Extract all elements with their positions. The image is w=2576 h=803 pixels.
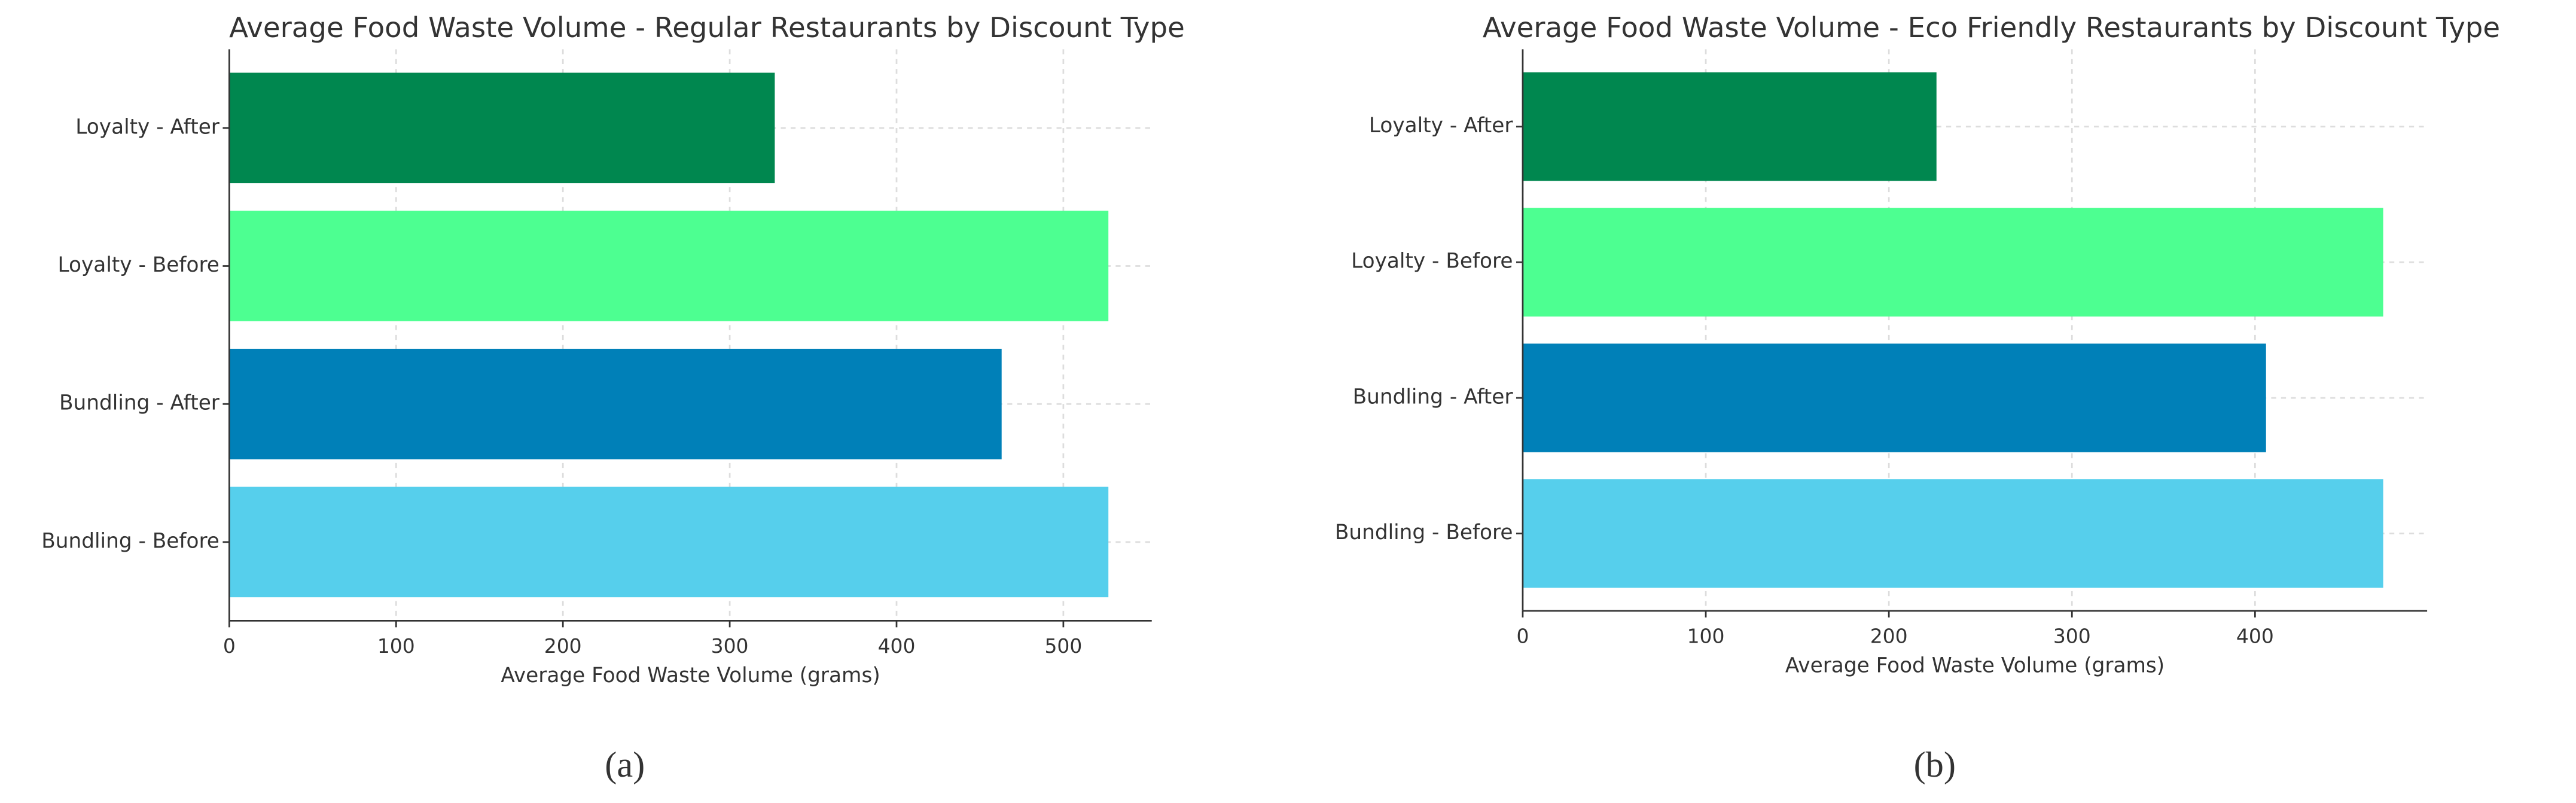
bar — [229, 211, 1109, 321]
caption: (a) — [605, 745, 645, 785]
x-axis-label: Average Food Waste Volume (grams) — [1785, 654, 2165, 678]
y-tick-label: Loyalty - Before — [1351, 250, 1513, 273]
bar — [229, 348, 1002, 460]
y-tick-label: Bundling - Before — [1335, 521, 1513, 545]
y-tick-label: Loyalty - After — [75, 115, 220, 139]
x-tick-label: 0 — [1516, 624, 1529, 647]
y-tick-label: Bundling - After — [1353, 385, 1514, 409]
bar — [1522, 343, 2266, 452]
x-tick-label: 0 — [223, 634, 236, 658]
chart-title: Average Food Waste Volume - Regular Rest… — [229, 12, 1185, 44]
x-tick-label: 500 — [1044, 634, 1082, 658]
y-tick-label: Loyalty - Before — [58, 253, 220, 277]
x-tick-label: 300 — [711, 634, 749, 658]
bar — [1522, 72, 1937, 181]
bar — [229, 72, 775, 184]
x-tick-label: 400 — [878, 634, 916, 658]
x-tick-label: 100 — [377, 634, 415, 658]
bar — [1522, 479, 2383, 588]
y-tick-label: Bundling - Before — [41, 529, 220, 553]
y-tick-label: Loyalty - After — [1369, 114, 1514, 138]
x-tick-label: 100 — [1687, 624, 1725, 647]
chart-title: Average Food Waste Volume - Eco Friendly… — [1483, 12, 2500, 44]
caption: (b) — [1914, 745, 1956, 785]
y-tick-label: Bundling - After — [59, 391, 220, 415]
x-tick-label: 200 — [1870, 624, 1908, 647]
bar — [229, 486, 1109, 598]
bar — [1522, 208, 2383, 317]
x-tick-label: 300 — [2053, 624, 2091, 647]
x-tick-label: 200 — [544, 634, 582, 658]
x-tick-label: 400 — [2236, 624, 2274, 647]
x-axis-label: Average Food Waste Volume (grams) — [501, 664, 880, 688]
